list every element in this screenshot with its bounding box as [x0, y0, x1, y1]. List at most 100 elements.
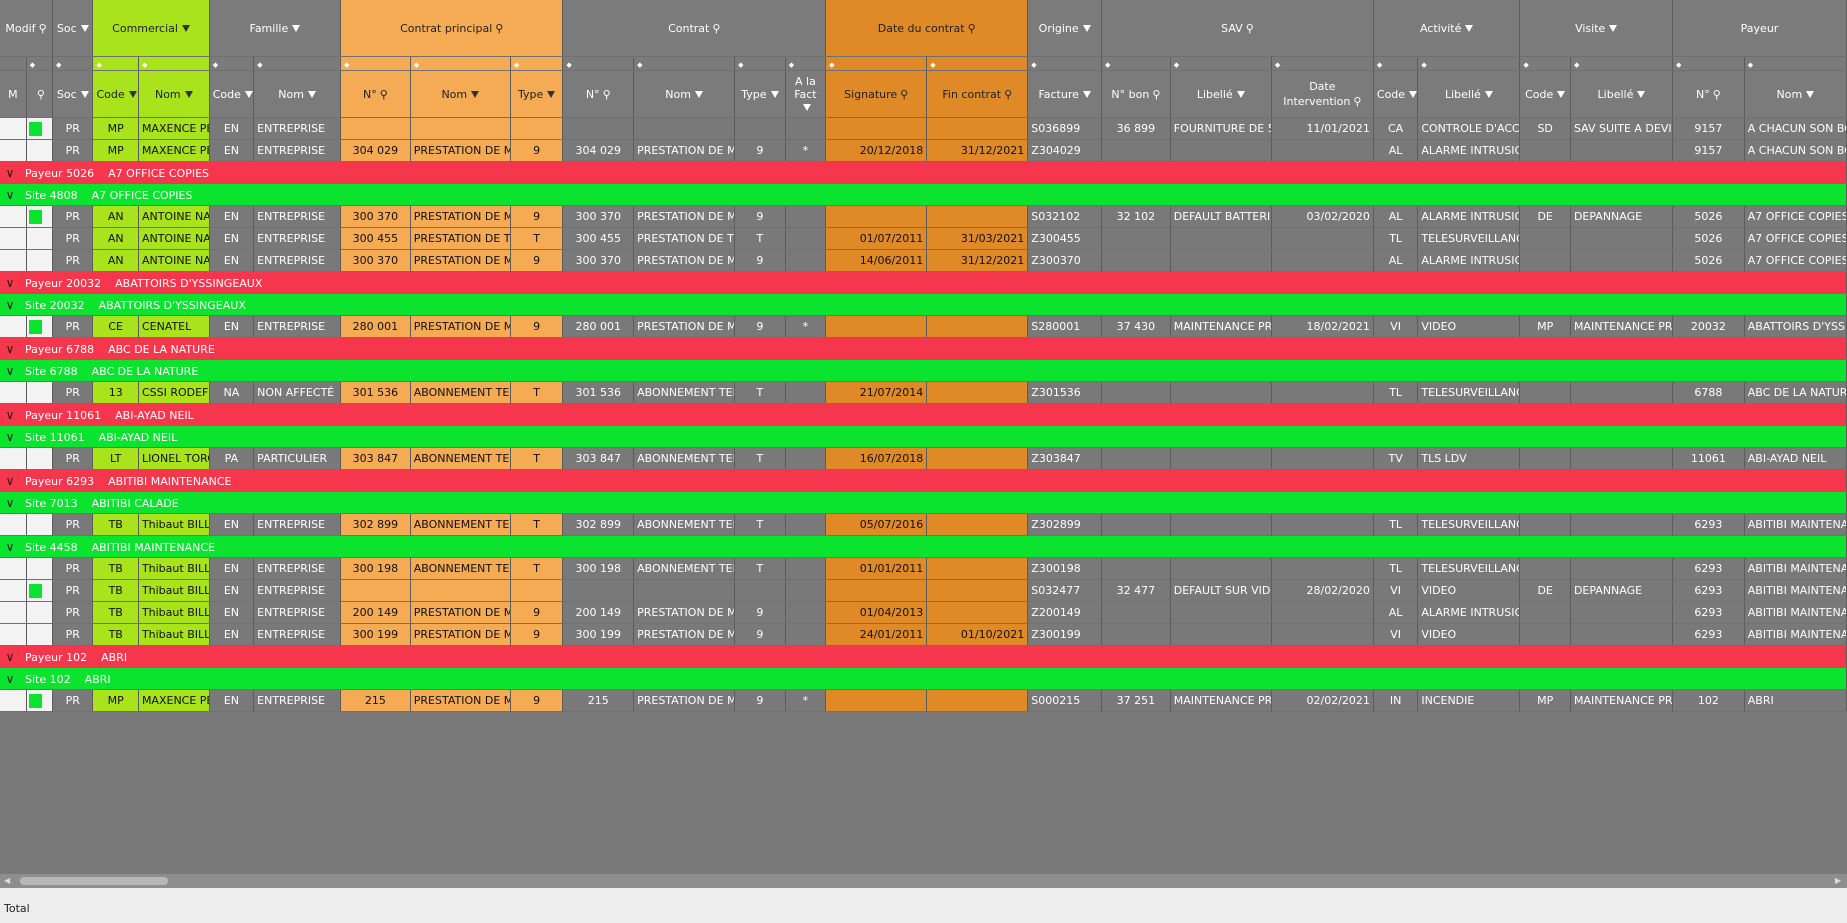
cell-nom[interactable]: Thibaut BILL: [138, 513, 210, 536]
chevron-down-icon[interactable]: ∨: [5, 473, 15, 488]
cell-code[interactable]: LT: [92, 447, 139, 470]
cell-lib[interactable]: DEFAULT BATTERIES: [1170, 205, 1272, 228]
cell-cpno[interactable]: 300 199: [340, 623, 411, 646]
cell-nom[interactable]: ANTOINE NAI: [138, 249, 210, 272]
cell-pnom[interactable]: A CHACUN SON BOX: [1744, 117, 1847, 140]
cell-sig[interactable]: 24/01/2011: [825, 623, 928, 646]
col-visite-libelle[interactable]: Libellé: [1570, 70, 1674, 118]
cell-alib[interactable]: VIDEO: [1417, 315, 1521, 338]
cell-cptype[interactable]: [510, 117, 564, 140]
group-cell[interactable]: ∨ Payeur 6788 ABC DE LA NATURE: [0, 337, 1847, 360]
filter-icon[interactable]: [184, 91, 193, 98]
group-cell[interactable]: ∨ Payeur 6293 ABITIBI MAINTENANCE: [0, 469, 1847, 492]
cell-fcode[interactable]: EN: [209, 139, 255, 162]
sort-cell[interactable]: ◆: [26, 56, 54, 71]
cell-cpno[interactable]: 300 198: [340, 557, 411, 580]
cell-pno[interactable]: 102: [1672, 689, 1745, 712]
cell-nom[interactable]: Thibaut BILL: [138, 579, 210, 602]
sort-icon[interactable]: ◆: [1676, 61, 1682, 69]
modif-flag[interactable]: [28, 319, 42, 334]
group-cell[interactable]: ∨ Payeur 102 ABRI: [0, 645, 1847, 668]
cell-lib[interactable]: [1170, 227, 1272, 250]
cell-fcode[interactable]: EN: [209, 601, 255, 624]
cell-cno[interactable]: 300 370: [562, 249, 635, 272]
search-icon[interactable]: ⚲: [900, 87, 909, 101]
cell-code[interactable]: CE: [92, 315, 139, 338]
cell-sig[interactable]: 01/01/2011: [825, 557, 928, 580]
cell-ctype[interactable]: T: [734, 513, 786, 536]
sort-icon[interactable]: ◆: [413, 61, 420, 69]
cell-fnom[interactable]: ENTREPRISE: [253, 601, 342, 624]
cell-alib[interactable]: TELESURVEILLANCI: [1417, 513, 1521, 536]
cell-vcode[interactable]: [1519, 513, 1571, 536]
chevron-down-icon[interactable]: ∨: [5, 363, 15, 378]
cell-dint[interactable]: [1271, 139, 1374, 162]
cell-soc[interactable]: PR: [52, 623, 94, 646]
cell-pnom[interactable]: A7 OFFICE COPIES: [1744, 227, 1847, 250]
cell-nbon[interactable]: [1101, 623, 1171, 646]
sort-icon[interactable]: ◆: [141, 61, 148, 69]
cell-vlib[interactable]: SAV SUITE A DEVIS: [1570, 117, 1674, 140]
cell-fin[interactable]: [926, 205, 1029, 228]
cell-pnom[interactable]: ABITIBI MAINTENAN: [1744, 579, 1847, 602]
sort-icon[interactable]: ◆: [96, 61, 102, 69]
group-cell[interactable]: ∨ Site 11061 ABI-AYAD NEIL: [0, 425, 1847, 448]
search-icon[interactable]: ⚲: [1004, 87, 1013, 101]
cell-alib[interactable]: INCENDIE: [1417, 689, 1521, 712]
cell-lib[interactable]: MAINTENANCE PRE: [1170, 689, 1272, 712]
cell-lib[interactable]: [1170, 249, 1272, 272]
payeur-group-row[interactable]: ∨ Payeur 11061 ABI-AYAD NEIL: [0, 403, 1847, 426]
cell-fin[interactable]: [926, 689, 1029, 712]
header-payeur[interactable]: Payeur: [1672, 0, 1847, 57]
cell-cnom[interactable]: ABONNEMENT TELE: [633, 381, 736, 404]
table-row[interactable]: PR CE CENATEL EN ENTREPRISE 280 001 PRESTATION…: [0, 315, 1847, 338]
cell-pnom[interactable]: ABATTOIRS D'YSSIN: [1744, 315, 1847, 338]
cell-fcode[interactable]: EN: [209, 623, 255, 646]
cell-lib[interactable]: MAINTENANCE PRE: [1170, 315, 1272, 338]
cell-fact[interactable]: *: [785, 139, 827, 162]
cell-cno[interactable]: 215: [562, 689, 635, 712]
group-cell[interactable]: ∨ Payeur 5026 A7 OFFICE COPIES: [0, 161, 1847, 184]
sort-icon[interactable]: ◆: [1031, 61, 1037, 69]
header-sav[interactable]: SAV ⚲: [1101, 0, 1374, 57]
cell-fact[interactable]: [785, 205, 827, 228]
sort-icon[interactable]: ◆: [1747, 61, 1754, 69]
scrollbar-thumb[interactable]: [20, 877, 168, 885]
cell-cptype[interactable]: T: [510, 381, 564, 404]
sort-icon[interactable]: ◆: [1421, 61, 1427, 69]
cell-soc[interactable]: PR: [52, 513, 94, 536]
filter-icon[interactable]: [244, 91, 253, 98]
cell-code[interactable]: MP: [92, 689, 139, 712]
cell-vlib[interactable]: [1570, 139, 1674, 162]
cell-cno[interactable]: 300 370: [562, 205, 635, 228]
cell-nom[interactable]: CENATEL: [138, 315, 210, 338]
cell-vlib[interactable]: [1570, 249, 1674, 272]
group-cell[interactable]: ∨ Site 102 ABRI: [0, 667, 1847, 690]
col-cp-type[interactable]: Type: [510, 70, 564, 118]
cell-fact[interactable]: [785, 623, 827, 646]
cell-nbon[interactable]: 32 102: [1101, 205, 1171, 228]
col-m[interactable]: M: [0, 70, 27, 118]
modif-flag-cell[interactable]: [26, 513, 54, 536]
cell-pno[interactable]: 9157: [1672, 117, 1745, 140]
table-row[interactable]: PR TB Thibaut BILL EN ENTREPRISE 302 899 ABONN…: [0, 513, 1847, 536]
row-select-cell[interactable]: [0, 205, 27, 228]
filter-icon[interactable]: [1082, 91, 1091, 98]
cell-cpnom[interactable]: PRESTATION DE MA: [410, 249, 511, 272]
site-group-row[interactable]: ∨ Site 11061 ABI-AYAD NEIL: [0, 425, 1847, 448]
sort-icon[interactable]: ◆: [1376, 61, 1383, 69]
cell-cpnom[interactable]: PRESTATION DE MA: [410, 205, 511, 228]
cell-facture[interactable]: Z300199: [1027, 623, 1103, 646]
cell-fcode[interactable]: EN: [209, 205, 255, 228]
cell-cpnom[interactable]: [410, 579, 511, 602]
cell-vcode[interactable]: [1519, 227, 1571, 250]
sort-icon[interactable]: ◆: [1573, 61, 1580, 69]
cell-cptype[interactable]: 9: [510, 249, 564, 272]
cell-soc[interactable]: PR: [52, 227, 94, 250]
cell-fnom[interactable]: NON AFFECTÉ: [253, 381, 342, 404]
group-cell[interactable]: ∨ Site 4458 ABITIBI MAINTENANCE: [0, 535, 1847, 558]
col-activite-libelle[interactable]: Libellé: [1417, 70, 1521, 118]
modif-flag-cell[interactable]: [26, 205, 54, 228]
cell-cnom[interactable]: PRESTATION DE MA: [633, 623, 736, 646]
cell-code[interactable]: AN: [92, 227, 139, 250]
